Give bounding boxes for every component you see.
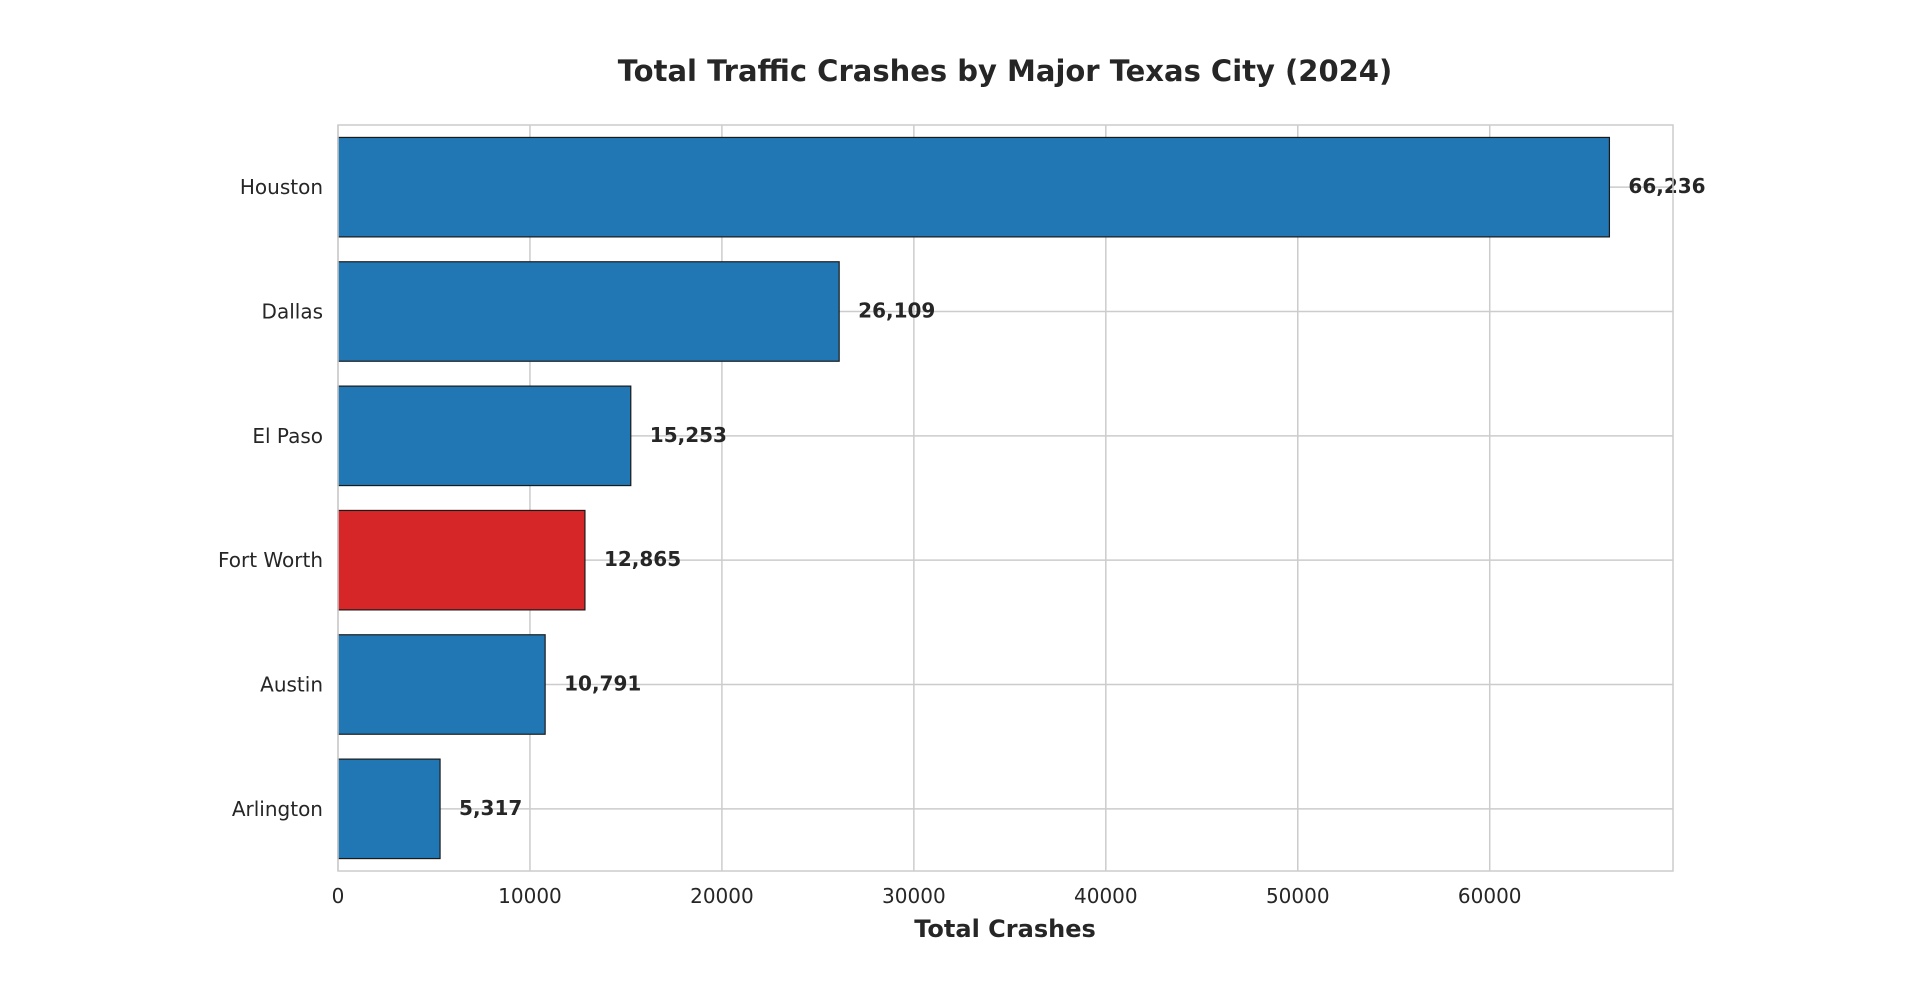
chart-title: Total Traffic Crashes by Major Texas Cit… [618, 54, 1393, 88]
y-tick-label: Dallas [262, 300, 323, 324]
y-tick-label: Houston [240, 175, 323, 199]
y-tick-label: Arlington [232, 797, 323, 821]
bar-el-paso [337, 385, 632, 487]
bar-arlington [337, 758, 441, 860]
data-label: 5,317 [459, 796, 522, 820]
bar-houston [337, 136, 1611, 238]
x-tick-label: 60000 [1458, 884, 1522, 908]
y-tick-label: Fort Worth [218, 548, 323, 572]
y-tick-label: El Paso [252, 424, 323, 448]
data-label: 26,109 [858, 299, 935, 323]
data-label: 66,236 [1628, 174, 1705, 198]
data-label: 12,865 [604, 547, 681, 571]
bar-fort-worth [337, 509, 586, 611]
y-tick-label: Austin [260, 673, 323, 697]
plot-frame [337, 124, 1674, 872]
x-tick-label: 20000 [690, 884, 754, 908]
data-label: 15,253 [650, 423, 727, 447]
x-tick-label: 40000 [1074, 884, 1138, 908]
x-tick-label: 10000 [498, 884, 562, 908]
x-tick-label: 30000 [882, 884, 946, 908]
data-label: 10,791 [564, 672, 641, 696]
x-tick-label: 0 [332, 884, 345, 908]
bar-dallas [337, 261, 840, 362]
x-tick-label: 50000 [1266, 884, 1330, 908]
x-axis-label: Total Crashes [914, 915, 1096, 943]
bar-austin [337, 634, 546, 735]
